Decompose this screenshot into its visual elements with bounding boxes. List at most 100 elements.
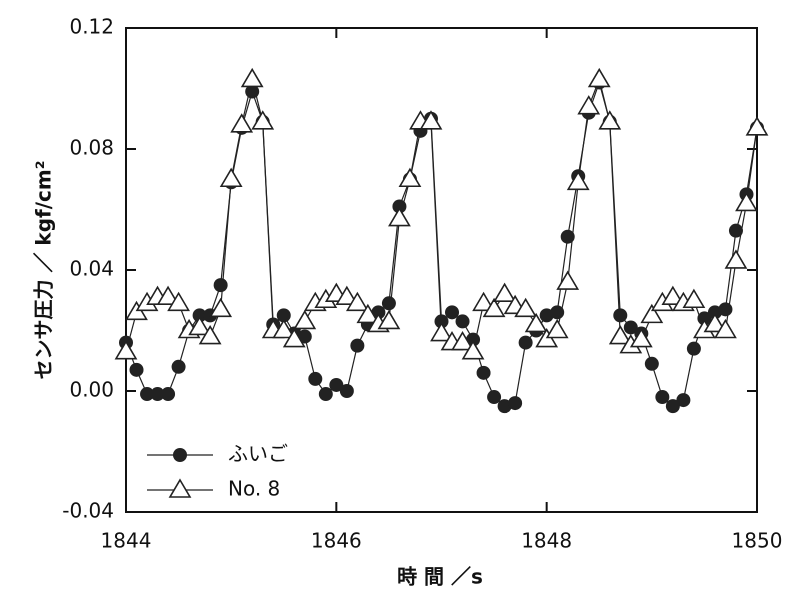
point [335, 285, 359, 306]
point [608, 324, 632, 345]
point [472, 291, 495, 312]
point [419, 110, 443, 130]
point [245, 84, 260, 99]
x-axis-label: 時 間 ／s [397, 565, 483, 589]
point [545, 318, 569, 339]
legend-label: No. 8 [228, 477, 280, 501]
point [188, 315, 212, 336]
point [240, 67, 264, 88]
point [150, 387, 165, 402]
legend-marker [173, 448, 187, 462]
legend-marker [168, 478, 192, 498]
x-tick-label: 1846 [311, 529, 362, 553]
point [556, 270, 580, 290]
point [329, 377, 344, 392]
x-tick-label: 1850 [732, 529, 783, 553]
point [476, 365, 491, 380]
legend-label: ふいご [228, 442, 288, 466]
point [682, 288, 706, 309]
point [434, 314, 449, 329]
point [114, 340, 138, 360]
point [350, 338, 365, 353]
point [707, 305, 722, 320]
point [524, 312, 548, 333]
point [140, 387, 155, 402]
point [703, 312, 727, 333]
point [508, 396, 523, 411]
point [724, 249, 748, 269]
point [518, 335, 533, 350]
point [381, 296, 396, 311]
point [213, 278, 228, 293]
point [388, 206, 411, 227]
plot-frame [125, 27, 758, 513]
point [665, 399, 680, 414]
point [714, 318, 737, 339]
point [455, 314, 470, 329]
point [392, 199, 407, 214]
series-line [125, 80, 758, 407]
point [198, 324, 222, 345]
point [676, 393, 691, 408]
point [497, 399, 512, 414]
point [445, 305, 460, 320]
point [550, 305, 565, 320]
point [598, 110, 622, 130]
point [640, 303, 664, 324]
y-tick-label: 0.12 [69, 15, 114, 39]
point [735, 191, 758, 212]
point [377, 309, 401, 330]
point [587, 67, 611, 88]
point [560, 229, 575, 244]
point [129, 362, 144, 377]
point [171, 359, 186, 374]
point [577, 95, 601, 115]
point [308, 371, 323, 386]
point [209, 297, 233, 318]
y-axis-label: センサ圧力 ／ kgf/cm² [32, 160, 56, 379]
point [613, 308, 628, 323]
point [339, 384, 354, 398]
point [482, 297, 506, 318]
y-tick-label: 0.00 [69, 378, 114, 402]
point [487, 390, 502, 405]
point [461, 340, 485, 360]
point [566, 170, 590, 191]
x-tick-label: 1844 [101, 529, 152, 553]
y-tick-label: 0.08 [69, 136, 114, 160]
point [623, 320, 638, 335]
point [156, 285, 180, 306]
point [230, 113, 254, 133]
point [318, 387, 333, 402]
point [493, 282, 516, 302]
point [251, 110, 275, 130]
point [661, 285, 685, 306]
point [192, 308, 207, 323]
point [539, 308, 554, 323]
point [718, 302, 733, 317]
point [514, 297, 538, 318]
point [644, 356, 659, 371]
point [293, 309, 317, 330]
x-tick-label: 1848 [521, 529, 572, 553]
point [728, 223, 743, 238]
point [345, 291, 369, 312]
point [655, 390, 670, 405]
point [276, 308, 291, 323]
point [219, 167, 243, 188]
point [356, 303, 380, 324]
point [451, 331, 474, 351]
point [282, 327, 306, 348]
point [167, 291, 190, 312]
point [161, 387, 176, 402]
point [629, 327, 653, 348]
y-tick-label: 0.04 [69, 257, 114, 281]
point [697, 311, 712, 326]
point [272, 318, 296, 339]
point [686, 341, 701, 356]
point [430, 321, 453, 342]
point [745, 116, 769, 136]
y-tick-label: -0.04 [62, 499, 114, 523]
point [398, 167, 422, 188]
